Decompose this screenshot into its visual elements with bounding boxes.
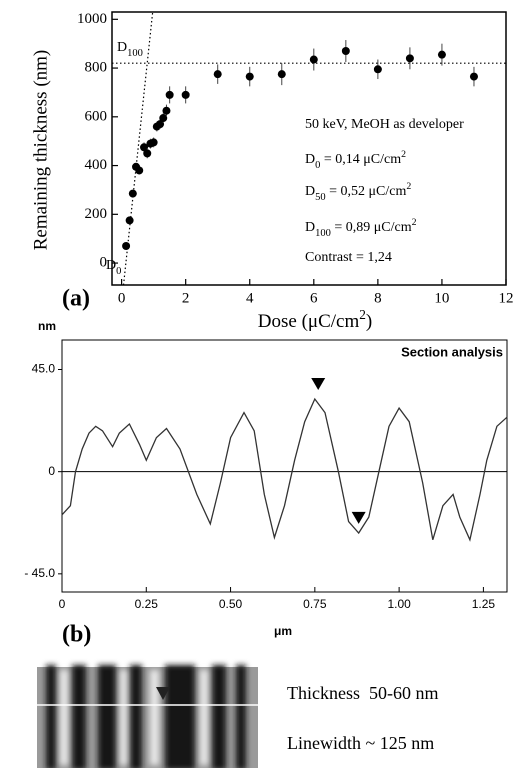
y-tick-label: 600 — [85, 108, 108, 124]
text-part: D — [305, 220, 315, 235]
text-part: 50 — [315, 192, 326, 203]
data-point — [277, 70, 286, 79]
x-tick-label: 0 — [118, 290, 126, 306]
data-point — [213, 70, 222, 79]
annotation: D100 = 0,89 μC/cm2 — [305, 217, 417, 239]
text-part: D — [106, 258, 116, 273]
data-point — [135, 166, 144, 175]
data-point — [437, 50, 446, 59]
data-point — [373, 65, 382, 74]
data-point — [469, 72, 478, 81]
data-point — [143, 149, 152, 158]
x-tick-label: 6 — [310, 290, 318, 306]
image-caption: Linewidth ~ 125 nm — [287, 733, 434, 753]
profile-line — [61, 397, 508, 542]
annotation: Contrast = 1,24 — [305, 250, 392, 265]
data-point — [122, 242, 131, 250]
annotation: D50 = 0,52 μC/cm2 — [305, 181, 411, 203]
data-point — [309, 55, 318, 64]
x-tick-label: 8 — [374, 290, 382, 306]
text-part: 100 — [127, 48, 143, 59]
x-tick-label: 12 — [499, 290, 514, 306]
y-tick-label: 45.0 — [32, 362, 56, 376]
y-tick-label: 0 — [48, 464, 55, 478]
line-marker-label: D100 — [117, 40, 143, 59]
data-point — [156, 120, 165, 129]
plot-frame — [61, 339, 508, 593]
text-part: = 0,14 μC/cm — [320, 152, 401, 167]
text-part: D — [117, 40, 127, 55]
text-part: 2 — [359, 307, 366, 322]
data-point — [405, 54, 414, 63]
annotation: D0 = 0,14 μC/cm2 — [305, 149, 406, 171]
y-tick-label: - 45.0 — [24, 566, 55, 580]
panel-label: (b) — [62, 622, 91, 648]
line-marker-label: D0 — [106, 258, 121, 277]
x-tick-label: 1.00 — [387, 597, 411, 611]
x-axis-label: Dose (μC/cm2) — [258, 307, 372, 333]
x-tick-label: 4 — [246, 290, 254, 306]
x-tick-label: 1.25 — [472, 597, 496, 611]
panel-label: (a) — [62, 286, 90, 312]
text-part: ) — [366, 311, 372, 332]
cursor-marker — [351, 511, 366, 524]
y-tick-label: 1000 — [77, 11, 107, 27]
chart-title: Section analysis — [401, 344, 503, 359]
text-part: 0 — [116, 266, 121, 277]
text-part: Dose (μC/cm — [258, 311, 360, 332]
data-point — [125, 216, 134, 225]
text-part: 2 — [401, 149, 406, 160]
text-part: = 0,52 μC/cm — [326, 184, 407, 199]
text-part: D — [305, 184, 315, 199]
image-caption: Thickness 50-60 nm — [287, 683, 438, 703]
text-part: 2 — [412, 217, 417, 228]
text-part: Contrast = 1,24 — [305, 250, 392, 265]
data-point — [341, 47, 350, 55]
data-point — [140, 143, 149, 152]
sem-image — [37, 665, 258, 768]
text-part: 2 — [406, 181, 411, 192]
text-part: 50 keV, MeOH as developer — [305, 117, 464, 132]
text-part: 0 — [315, 160, 320, 171]
y-tick-label: 0 — [100, 255, 108, 271]
data-point — [149, 138, 158, 147]
data-point — [165, 90, 174, 99]
data-point — [159, 114, 168, 123]
fit-line — [122, 11, 154, 286]
plot-frame — [111, 11, 507, 286]
data-point — [245, 72, 254, 81]
annotation: 50 keV, MeOH as developer — [305, 117, 464, 132]
data-point — [181, 90, 190, 99]
x-tick-label: 0 — [59, 597, 66, 611]
x-tick-label: 0.75 — [303, 597, 327, 611]
x-tick-label: 0.25 — [135, 597, 159, 611]
text-part: 100 — [315, 228, 331, 239]
cursor-marker — [311, 377, 326, 390]
data-point — [162, 106, 171, 115]
x-axis-label: μm — [274, 624, 292, 638]
data-point — [128, 189, 137, 198]
text-part: D — [305, 152, 315, 167]
x-tick-label: 0.50 — [219, 597, 243, 611]
y-tick-label: 200 — [85, 206, 108, 222]
x-tick-label: 2 — [182, 290, 190, 306]
text-part: = 0,89 μC/cm — [331, 220, 412, 235]
x-tick-label: 10 — [434, 290, 449, 306]
y-axis-label: nm — [38, 319, 56, 333]
y-tick-label: 400 — [85, 157, 108, 173]
y-axis-label: Remaining thickness (nm) — [30, 50, 51, 251]
y-tick-label: 800 — [85, 60, 108, 76]
